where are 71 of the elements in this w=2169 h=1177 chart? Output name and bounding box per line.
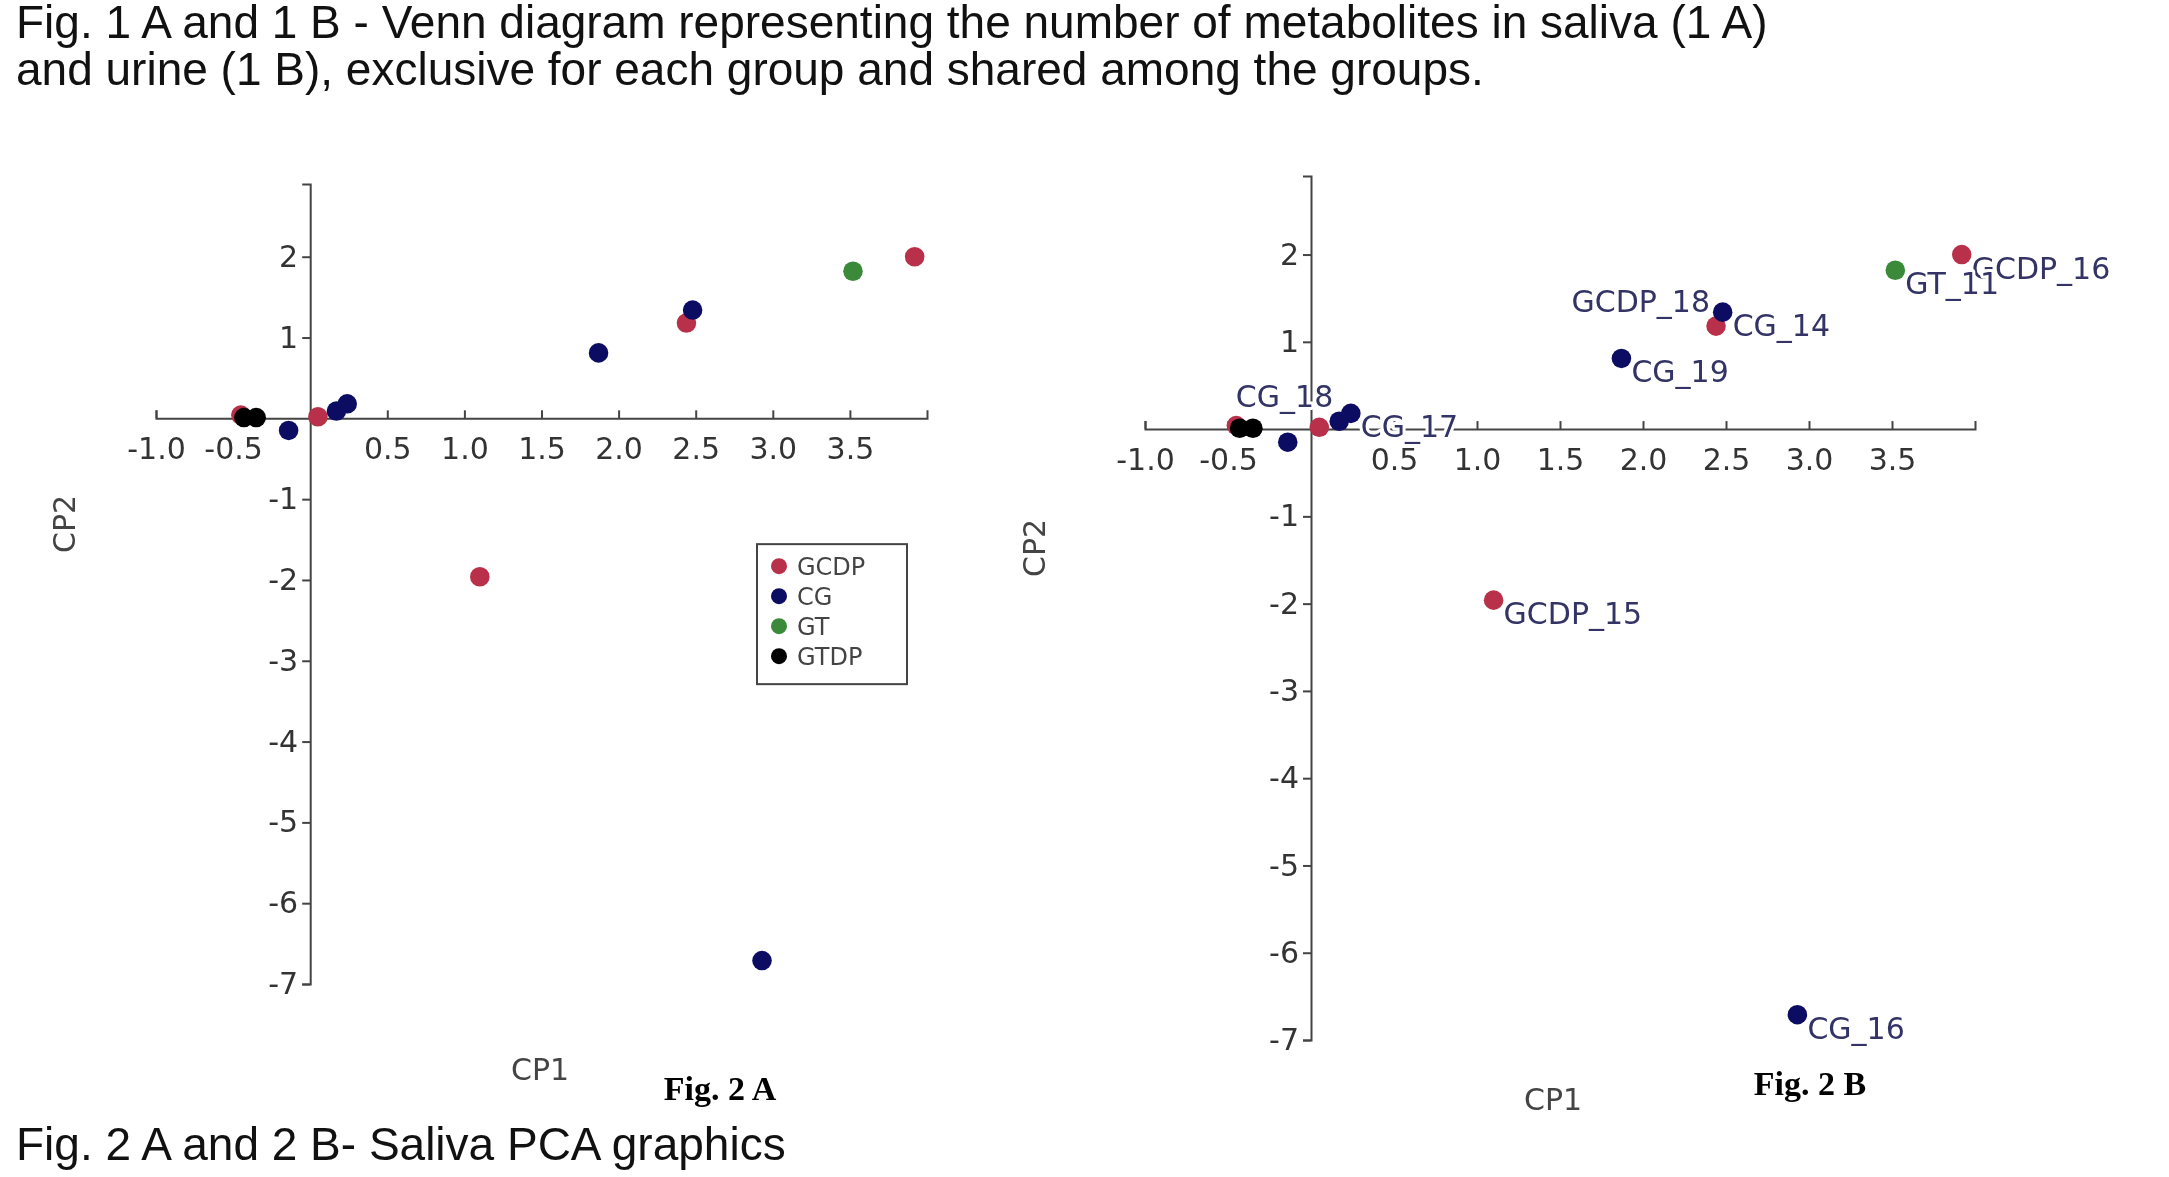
x-axis-title: CP1 — [1523, 1082, 1583, 1117]
y-tick-label: -6 — [268, 885, 299, 921]
point — [1951, 244, 1972, 265]
annotation: GCDP_18 — [1571, 284, 1711, 320]
y-tick-label: -1 — [268, 481, 299, 517]
y-tick-label: 2 — [1279, 236, 1299, 272]
point — [1483, 590, 1504, 610]
annotation: CG_16 — [1807, 1010, 1905, 1046]
point — [1341, 403, 1361, 424]
point — [1611, 348, 1632, 369]
x-tick-label: 1.0 — [441, 431, 489, 467]
y-tick-label: -4 — [268, 723, 299, 759]
point — [588, 343, 609, 363]
y-axis-title: CP2 — [47, 494, 82, 554]
y-axis-title: CP2 — [1017, 518, 1052, 578]
point — [904, 246, 925, 267]
x-tick-label: 0.5 — [363, 431, 412, 467]
legend-label: GT — [797, 613, 830, 642]
y-tick-label: -5 — [1269, 847, 1299, 883]
x-tick-label: 1.5 — [1536, 442, 1585, 478]
x-tick-label: -1.0 — [1116, 442, 1175, 478]
x-tick-label: 1.0 — [1453, 442, 1502, 478]
point — [752, 950, 772, 971]
caption: Fig. 1 A and 1 B - Venn diagram representing the number of metabolites in saliva (1 A) and urine (1 B), exclusive for each group and shared among the groups. — [16, 0, 1768, 95]
legend-label: CG — [797, 583, 833, 612]
x-tick-label: 3.0 — [1785, 442, 1834, 478]
y-tick-label: -5 — [268, 804, 299, 840]
x-tick-label: 3.0 — [749, 431, 798, 467]
point — [843, 261, 863, 282]
x-tick-label: 2.0 — [595, 431, 643, 467]
y-tick-label: -7 — [1269, 1022, 1299, 1058]
y-tick-label: -7 — [268, 966, 299, 1002]
legend-label: GTDP — [797, 643, 863, 672]
point — [1885, 260, 1906, 281]
y-tick-label: -3 — [268, 642, 299, 678]
point — [682, 300, 703, 320]
point — [1277, 432, 1298, 452]
x-tick-label: 1.5 — [518, 431, 566, 467]
y-tick-label: -3 — [1269, 673, 1299, 709]
x-tick-label: -0.5 — [204, 431, 263, 467]
x-tick-label: 2.5 — [672, 431, 721, 467]
y-tick-label: -4 — [1269, 760, 1299, 796]
x-tick-label: -1.0 — [127, 431, 186, 467]
y-tick-label: 1 — [1279, 323, 1299, 359]
annotation: CG_19 — [1631, 354, 1729, 390]
y-tick-label: -1 — [1269, 498, 1299, 534]
y-tick-label: 2 — [279, 238, 299, 274]
y-tick-label: 1 — [279, 319, 299, 355]
point — [308, 406, 328, 427]
x-tick-label: 2.0 — [1619, 442, 1668, 478]
point — [278, 420, 299, 441]
point — [1309, 417, 1330, 438]
point — [1243, 418, 1263, 438]
y-tick-label: -2 — [268, 562, 299, 598]
point — [337, 394, 357, 414]
legend-label: GCDP — [797, 553, 866, 582]
x-axis-title: CP1 — [510, 1052, 570, 1087]
point — [1712, 302, 1733, 322]
x-tick-label: 2.5 — [1702, 442, 1751, 478]
text: Fig. 2 A — [663, 1070, 777, 1107]
y-tick-label: -2 — [1269, 585, 1299, 621]
x-tick-label: 3.5 — [826, 431, 875, 467]
caption: Fig. 2 A and 2 B- Saliva PCA graphics — [16, 1118, 786, 1170]
annotation: CG_14 — [1732, 308, 1831, 344]
point — [470, 566, 490, 587]
x-tick-label: 3.5 — [1868, 442, 1917, 478]
point — [1787, 1004, 1808, 1025]
x-tick-label: -0.5 — [1199, 442, 1258, 478]
text: Fig. 2 B — [1753, 1065, 1867, 1102]
y-tick-label: -6 — [1269, 934, 1299, 970]
annotation: GCDP_15 — [1503, 596, 1643, 632]
